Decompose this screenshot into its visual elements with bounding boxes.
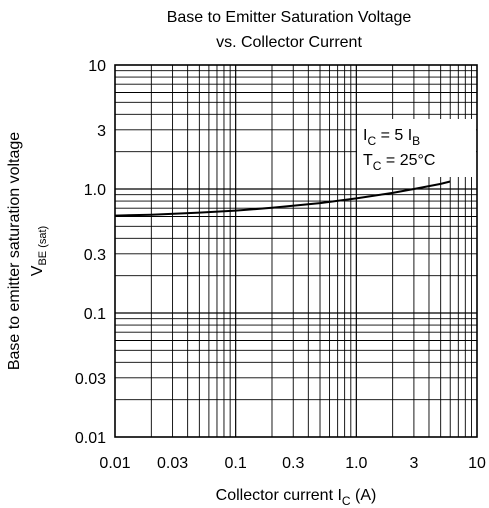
annotation-tc: TC = 25°C — [363, 152, 435, 173]
y-axis-label: Base to emitter saturation voltage — [6, 132, 23, 370]
y-tick-label: 0.03 — [75, 371, 106, 388]
annotation-tc-sub: C — [373, 159, 382, 173]
y-axis-symbol: VBE (sat) — [29, 226, 49, 276]
x-tick-label: 3 — [409, 455, 418, 472]
x-tick-label: 0.3 — [282, 455, 304, 472]
x-axis-label-sub: C — [342, 494, 351, 508]
annotation-ic-equals: = 5 I — [376, 127, 412, 144]
x-tick-label: 0.01 — [99, 455, 130, 472]
annotation-tc-value: = 25°C — [381, 152, 435, 169]
chart-title-line2: vs. Collector Current — [216, 34, 362, 51]
x-axis-label: Collector current IC (A) — [216, 487, 377, 508]
annotation-ic-sub: C — [367, 134, 376, 148]
x-axis-label-unit: (A) — [355, 487, 376, 504]
annotation-ic-ib: IC = 5 IB — [363, 127, 420, 148]
annotation-ib-sub: B — [412, 134, 420, 148]
y-tick-label: 0.01 — [75, 430, 106, 447]
chart-title-line1: Base to Emitter Saturation Voltage — [167, 9, 412, 26]
y-axis-symbol-sub: BE (sat) — [37, 226, 49, 266]
y-tick-label: 0.3 — [84, 247, 106, 264]
x-tick-label: 0.1 — [225, 455, 247, 472]
annotation-ic-symbol: I — [363, 127, 367, 144]
grid-lines — [115, 65, 477, 437]
y-tick-label: 3 — [97, 123, 106, 140]
x-tick-label: 0.03 — [157, 455, 188, 472]
annotation-tc-symbol: T — [363, 152, 373, 169]
x-tick-labels: 0.01 0.03 0.1 0.3 1.0 3 10 — [99, 455, 486, 472]
x-axis-label-text: Collector current I — [216, 487, 342, 504]
data-line — [114, 180, 451, 217]
plot-frame — [114, 64, 478, 438]
y-tick-labels: 0.01 0.03 0.1 0.3 1.0 3 10 — [75, 58, 106, 447]
y-tick-label: 1.0 — [84, 182, 106, 199]
y-axis-symbol-main: V — [29, 265, 46, 276]
y-tick-label: 0.1 — [84, 306, 106, 323]
x-tick-label: 1.0 — [345, 455, 367, 472]
x-tick-label: 10 — [468, 455, 486, 472]
y-tick-label: 10 — [88, 58, 106, 75]
annotation-background — [357, 119, 476, 177]
